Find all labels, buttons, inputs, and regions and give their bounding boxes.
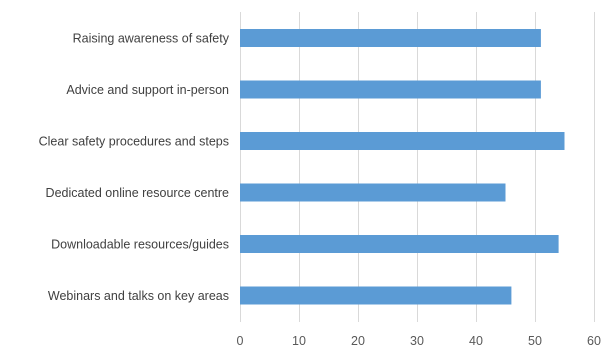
bar — [240, 132, 565, 150]
category-label: Clear safety procedures and steps — [39, 135, 229, 149]
x-tick-label: 20 — [351, 334, 365, 348]
bar — [240, 183, 506, 202]
x-tick-label: 10 — [292, 334, 306, 348]
bar — [240, 235, 559, 253]
x-tick-label: 0 — [237, 334, 244, 348]
category-label: Downloadable resources/guides — [51, 238, 229, 252]
x-tick-label: 40 — [469, 334, 483, 348]
x-tick-label: 60 — [587, 334, 601, 348]
bar — [240, 286, 512, 305]
x-axis-tick-labels: 0 10 20 30 40 50 60 — [237, 334, 601, 348]
bars — [240, 29, 565, 305]
bar — [240, 80, 541, 99]
category-labels: Raising awareness of safety Advice and su… — [39, 32, 230, 304]
bar — [240, 29, 541, 47]
gridlines — [240, 12, 595, 322]
x-tick-label: 50 — [528, 334, 542, 348]
category-label: Dedicated online resource centre — [46, 186, 229, 200]
category-label: Webinars and talks on key areas — [48, 289, 229, 303]
category-label: Raising awareness of safety — [73, 32, 230, 46]
category-label: Advice and support in-person — [66, 83, 229, 97]
x-tick-label: 30 — [410, 334, 424, 348]
